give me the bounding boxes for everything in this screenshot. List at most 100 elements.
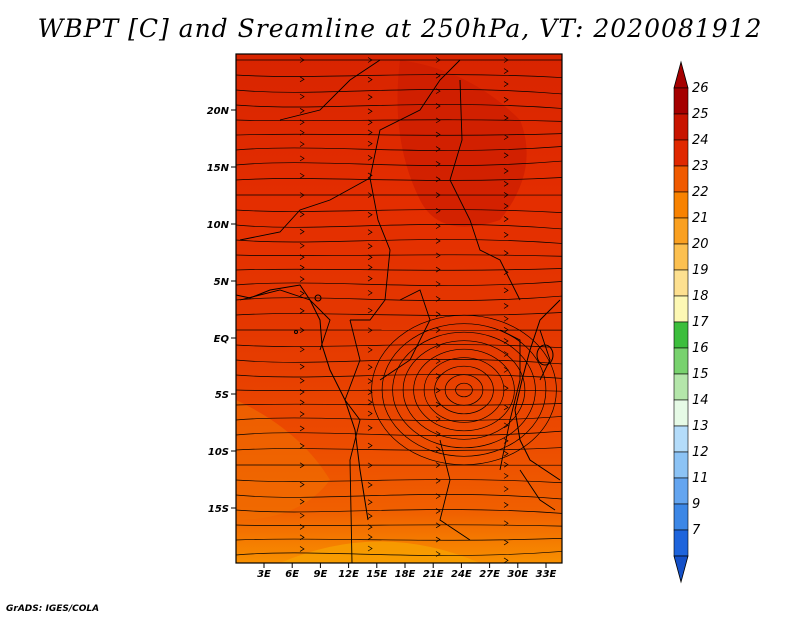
lon-tick-label: 18E <box>395 569 416 580</box>
streamline-arrow <box>435 238 441 244</box>
colorbar-swatch <box>673 165 689 193</box>
streamline-arrow <box>299 108 305 114</box>
lon-tick-label: 21E <box>423 569 444 580</box>
streamline-arrow <box>435 176 441 183</box>
streamline-arrow <box>299 443 305 449</box>
colorbar-label: 22 <box>692 185 709 200</box>
colorbar-label: 16 <box>692 341 709 356</box>
streamline-arrow <box>435 252 441 259</box>
colorbar-label: 11 <box>692 471 709 486</box>
colorbar-label: 20 <box>692 237 709 252</box>
streamline-arrow <box>299 498 305 505</box>
circulation-loop <box>434 365 494 415</box>
streamline-arrow <box>503 473 509 479</box>
streamline-arrow <box>503 232 509 238</box>
streamline-arrow <box>367 172 373 179</box>
streamline-arrow <box>503 57 509 63</box>
streamline-arrow <box>435 446 441 453</box>
streamline-arrow <box>503 450 509 457</box>
colorbar: 26 25 24 23 22 21 20 19 18 17 16 15 14 13 12 11 9 7 <box>673 60 709 584</box>
lat-tick-label: 5S <box>215 390 229 401</box>
streamline-arrow <box>367 129 373 136</box>
streamline-arrow <box>503 303 509 309</box>
coastline <box>236 284 561 521</box>
streamline <box>236 104 562 109</box>
streamline-arrow <box>367 254 373 261</box>
streamline <box>236 538 562 541</box>
wbpt-south-region <box>280 541 480 563</box>
streamline-arrow <box>299 425 305 432</box>
lon-tick-label: 9E <box>314 569 328 580</box>
streamline-arrow <box>435 281 441 287</box>
streamline <box>236 479 562 484</box>
streamline <box>236 119 562 122</box>
streamline-arrow <box>367 389 373 396</box>
colorbar-swatch <box>673 321 689 349</box>
streamline-arrow <box>299 141 305 147</box>
streamline-arrow <box>299 192 305 198</box>
streamline-arrow <box>435 522 441 529</box>
streamline-arrow <box>503 326 509 333</box>
streamline-arrow <box>503 134 509 140</box>
colorbar-label: 25 <box>692 107 709 122</box>
colorbar-swatch <box>673 529 689 557</box>
circulation-loop <box>381 323 547 457</box>
lat-tick-label: 15N <box>207 163 230 174</box>
streamline-arrow <box>503 351 509 357</box>
streamline-arrow <box>503 539 509 546</box>
streamline <box>236 295 562 301</box>
streamline-arrow <box>299 363 305 370</box>
streamline-arrow <box>435 311 441 318</box>
streamline <box>236 133 562 136</box>
colorbar-swatch <box>673 243 689 271</box>
streamline-arrow <box>367 76 373 83</box>
streamline-arrow <box>435 223 441 229</box>
streamline-arrow <box>503 404 509 411</box>
lon-tick-label: 30E <box>507 569 528 580</box>
lat-tick-label: 15S <box>208 504 229 515</box>
colorbar-swatch <box>673 139 689 167</box>
streamline <box>236 254 562 257</box>
colorbar-label: 13 <box>692 419 709 434</box>
streamline-arrow <box>435 551 441 557</box>
streamline-arrow <box>503 96 509 103</box>
wbpt-max-region <box>397 60 527 227</box>
streamline-arrow <box>299 228 305 235</box>
streamline-arrow <box>299 290 305 297</box>
latitude-axis: 20N 15N 10N 5N EQ 5S 10S 15S <box>207 106 236 515</box>
streamline <box>236 344 562 349</box>
streamline-arrow <box>367 425 373 431</box>
streamline-arrow <box>435 416 441 422</box>
streamline-arrow <box>367 307 373 314</box>
streamline-arrow <box>435 358 441 364</box>
lat-tick-label: 10S <box>208 447 229 458</box>
streamline-arrow <box>299 389 305 395</box>
streamline-arrow <box>503 486 509 492</box>
grads-credit: GrADS: IGES/COLA <box>6 604 100 614</box>
streamline-arrow <box>367 264 373 271</box>
lon-tick-label: 12E <box>338 569 359 580</box>
streamline-arrow <box>503 315 509 322</box>
streamline <box>236 160 562 166</box>
streamline-arrow <box>299 129 305 136</box>
streamline <box>236 403 562 406</box>
streamline-arrow <box>503 203 509 209</box>
streamline-arrow <box>367 243 373 250</box>
streamline <box>236 447 562 451</box>
streamlines <box>236 57 562 563</box>
streamline-arrow <box>503 152 509 159</box>
streamline-arrow <box>367 524 373 530</box>
lat-tick-label: 5N <box>214 277 230 288</box>
streamline-arrow <box>367 192 373 198</box>
colorbar-swatch <box>673 503 689 531</box>
streamline-arrow <box>435 493 441 499</box>
colorbar-swatch <box>673 113 689 141</box>
streamline-arrow <box>299 211 305 218</box>
streamline-arrow <box>435 192 441 198</box>
streamline-arrow <box>367 499 373 506</box>
colorbar-swatch <box>673 269 689 297</box>
streamline-arrow <box>503 216 509 222</box>
streamline-arrow <box>503 287 509 294</box>
streamline-arrow <box>299 57 305 63</box>
